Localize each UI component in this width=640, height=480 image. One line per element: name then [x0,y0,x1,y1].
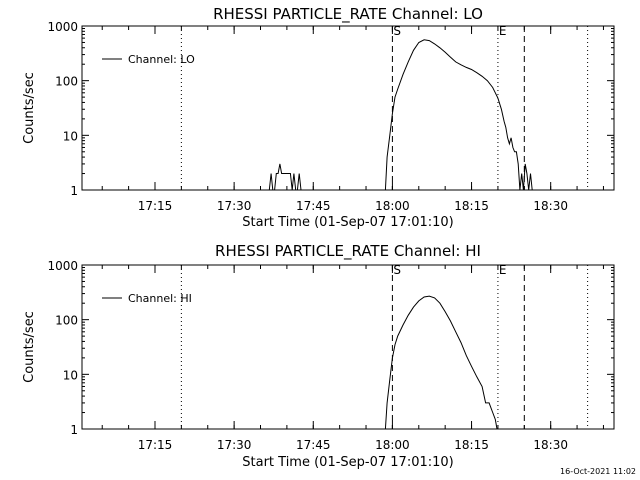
legend-label: Channel: LO [128,53,195,66]
panel-lo: RHESSI PARTICLE_RATE Channel: LO 1 10 100 10… [22,5,615,230]
x-tick-label: 18:15 [454,199,489,213]
plot-frame [81,264,615,430]
footer-timestamp: 16-Oct-2021 11:02 [560,467,636,476]
x-tick-label: 17:45 [296,438,331,452]
y-tick-label: 1000 [47,259,78,273]
series-line [268,39,533,191]
x-axis-label: Start Time (01-Sep-07 17:01:10) [242,215,453,230]
x-tick-label: 18:00 [375,199,410,213]
y-tick-label: 100 [55,314,78,328]
y-tick-label: 10 [63,129,78,143]
x-tick-label: 17:30 [217,438,252,452]
x-tick-label: 18:15 [454,438,489,452]
y-tick-label: 1000 [47,20,78,34]
panel-hi: RHESSI PARTICLE_RATE Channel: HI 1 10 100 10… [22,242,615,470]
plot-frame [81,25,615,191]
x-tick-label: 17:30 [217,199,252,213]
legend-label: Channel: HI [128,292,192,305]
y-tick-label: 100 [55,75,78,89]
x-axis-label: Start Time (01-Sep-07 17:01:10) [242,455,453,470]
marker-label-e: E [499,24,507,38]
x-tick-label: 18:30 [533,199,568,213]
chart-title: RHESSI PARTICLE_RATE Channel: LO [213,5,483,24]
x-tick-label: 17:45 [296,199,331,213]
x-tick-label: 18:30 [533,438,568,452]
y-tick-label: 1 [70,423,78,437]
y-axis-label: Counts/sec [22,311,37,383]
y-tick-label: 10 [63,368,78,382]
marker-label-s: S [393,263,401,277]
x-tick-label: 17:15 [138,199,173,213]
marker-label-s: S [393,24,401,38]
y-axis-label: Counts/sec [22,72,37,144]
y-tick-label: 1 [70,184,78,198]
marker-label-e: E [499,263,507,277]
series-line [384,295,498,430]
x-tick-label: 18:00 [375,438,410,452]
x-tick-label: 17:15 [138,438,173,452]
chart-title: RHESSI PARTICLE_RATE Channel: HI [215,242,481,261]
